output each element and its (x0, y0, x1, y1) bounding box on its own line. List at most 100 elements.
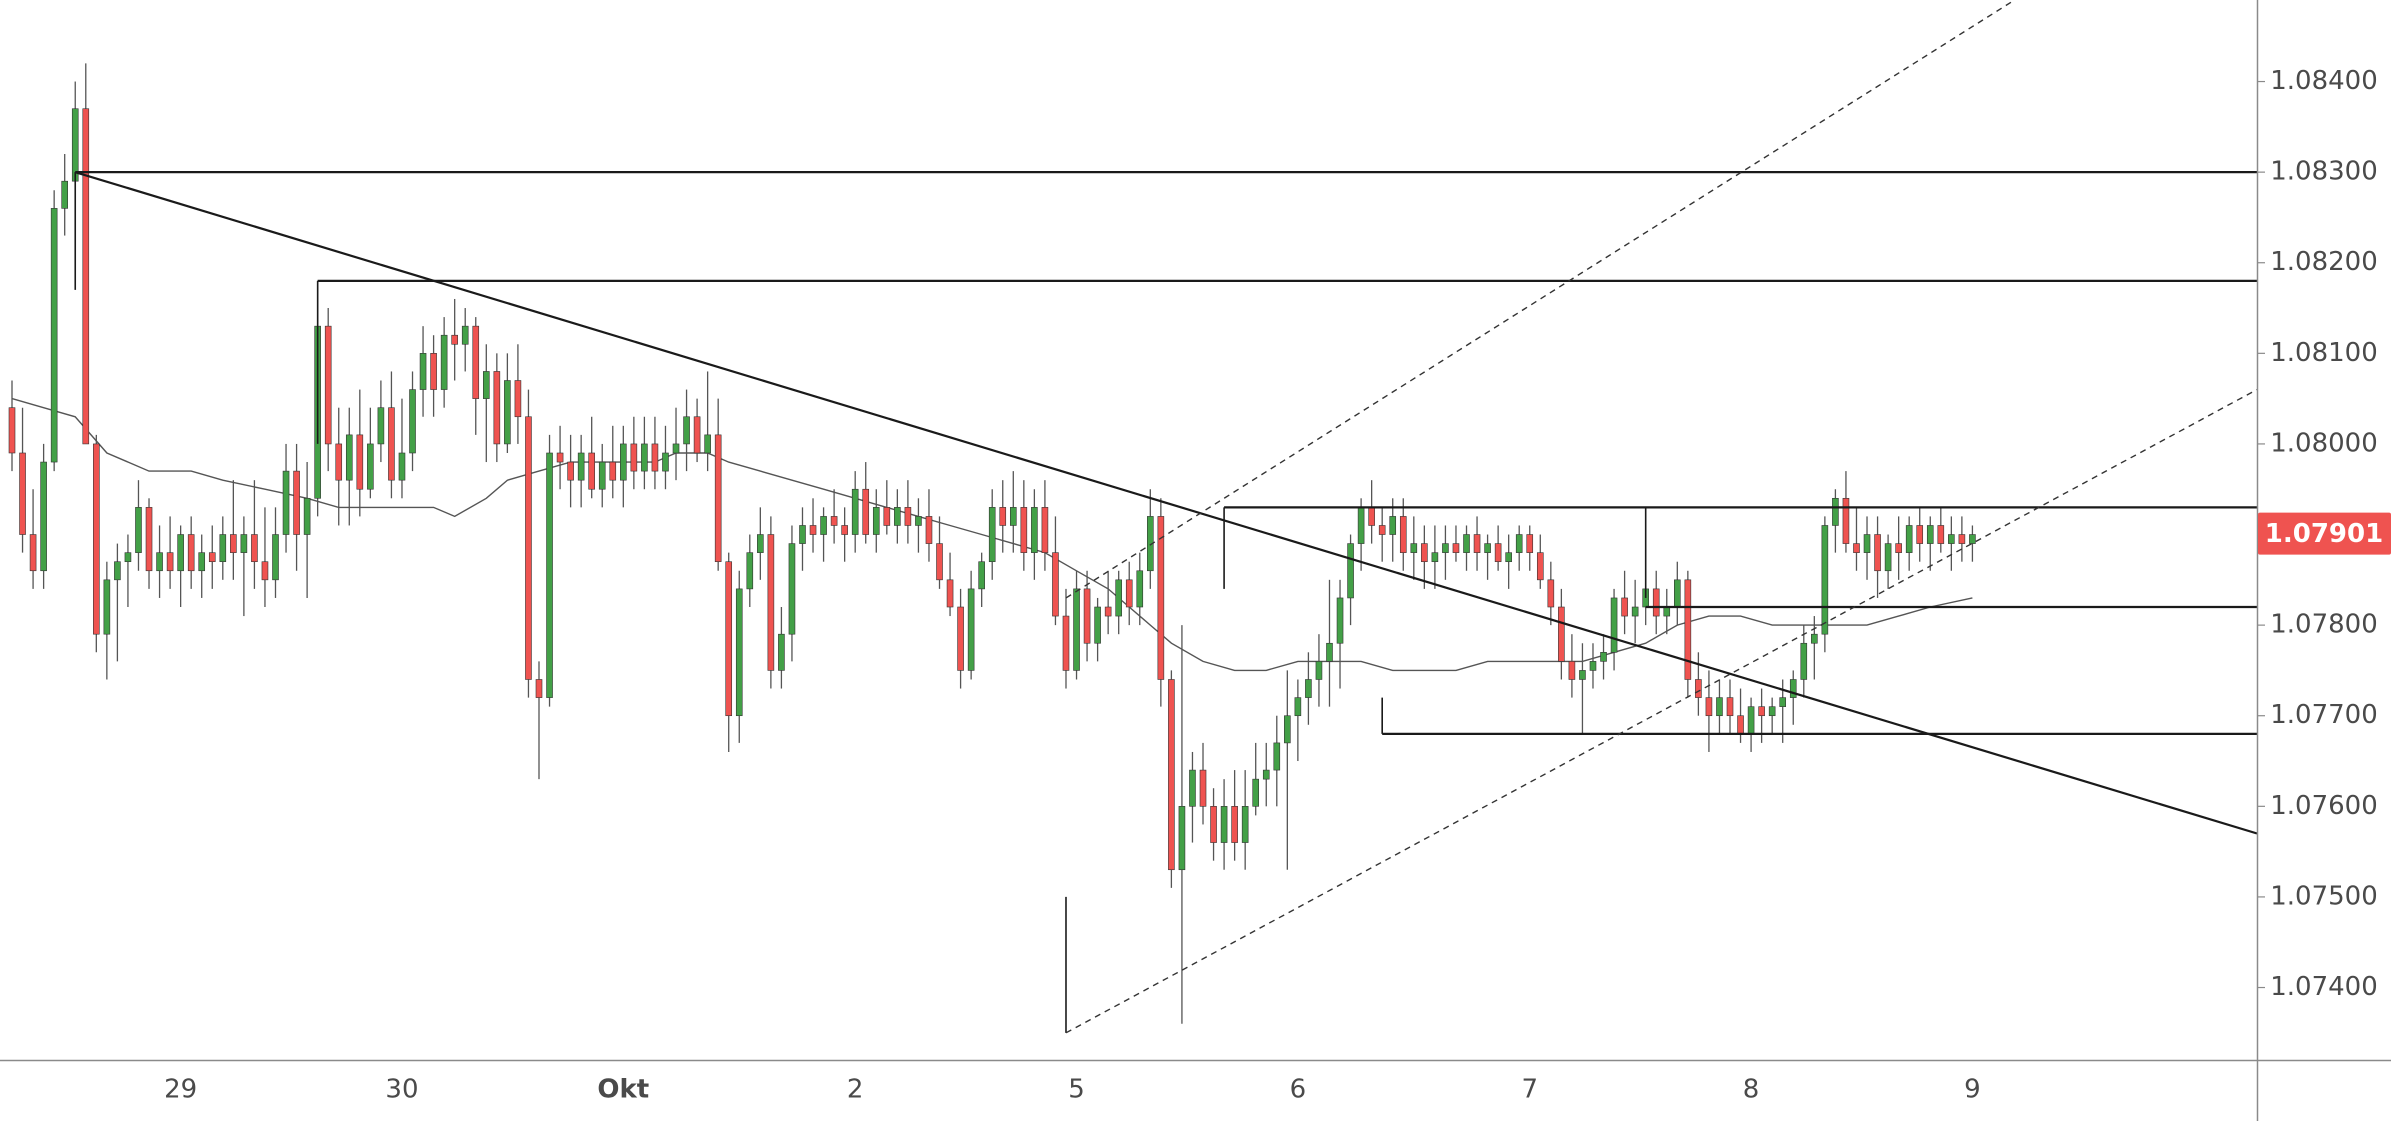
candle (820, 507, 827, 562)
candle-body (261, 561, 269, 581)
candle (8, 380, 16, 472)
time-axis[interactable]: 29 30 Okt 2 5 6 7 8 9 (164, 1075, 1981, 1105)
candle-body (683, 416, 690, 445)
time-tick-label: 6 (1290, 1075, 1307, 1105)
candle (219, 516, 227, 580)
candle (662, 425, 669, 490)
candle-body (1389, 516, 1397, 535)
candle-body (767, 534, 775, 671)
candle (725, 552, 733, 752)
candle-body (999, 507, 1007, 526)
candle (988, 489, 996, 580)
candle-body (187, 534, 195, 572)
candle (1389, 498, 1397, 562)
candle-body (1558, 606, 1565, 662)
candle-body (1758, 706, 1765, 717)
candle (1431, 525, 1439, 589)
price-tick-label: 1.08000 (2270, 428, 2378, 458)
candle (50, 190, 58, 472)
candle-body (324, 325, 332, 445)
candle-body (693, 416, 701, 454)
candle-body (1674, 579, 1681, 608)
candle-body (1652, 588, 1660, 617)
candle (651, 416, 659, 490)
candle (335, 407, 343, 526)
price-tick-label: 1.07500 (2270, 881, 2378, 911)
candle-body (1789, 679, 1797, 698)
candle (883, 480, 891, 535)
candle (841, 507, 848, 562)
candle (778, 607, 785, 689)
candle (1811, 616, 1818, 680)
candle-body (240, 534, 248, 553)
candle (29, 489, 37, 589)
candle (356, 389, 364, 517)
candle (1168, 670, 1175, 888)
candle (461, 308, 469, 372)
candle-body (1863, 534, 1871, 553)
candle-body (1874, 534, 1881, 572)
candle (915, 498, 922, 553)
candle-body (915, 516, 922, 526)
candle (1189, 751, 1196, 843)
candle (398, 398, 406, 499)
candle-body (156, 552, 163, 572)
price-axis[interactable]: 1.084001.083001.082001.081001.080001.079… (2257, 66, 2378, 1002)
candle (1547, 561, 1555, 626)
candle-body (1157, 516, 1165, 680)
candle-body (1547, 579, 1555, 608)
candle (799, 507, 806, 571)
candle (1969, 525, 1976, 562)
candle (525, 389, 532, 698)
candle (609, 425, 617, 499)
time-tick-label: 5 (1068, 1075, 1085, 1105)
candle-body (230, 534, 237, 553)
candle-body (967, 588, 975, 671)
candle-body (1463, 534, 1470, 553)
candle (577, 434, 585, 508)
candle-body (1905, 525, 1913, 553)
candle (1937, 507, 1945, 553)
candle-body (546, 452, 553, 698)
candle-body (345, 434, 353, 481)
candle-body (356, 434, 364, 490)
candle (1568, 634, 1576, 698)
candle (324, 308, 332, 472)
candle-body (1747, 706, 1755, 735)
candle (1579, 643, 1586, 734)
candle (567, 434, 574, 508)
candle-body (1399, 516, 1407, 553)
candle (535, 661, 543, 780)
candle-body (1347, 543, 1354, 599)
candle (1136, 552, 1144, 626)
candle (440, 317, 448, 408)
candle (1695, 652, 1702, 716)
candle-body (93, 443, 100, 635)
candle (1589, 643, 1597, 689)
candle (1326, 579, 1333, 707)
candle-body (1684, 579, 1692, 680)
candle (514, 344, 522, 444)
time-tick-label: Okt (597, 1075, 649, 1105)
candle-body (1378, 525, 1386, 535)
candle-body (40, 461, 47, 572)
price-tick-label: 1.08400 (2270, 66, 2378, 96)
candle (936, 516, 943, 589)
candle-body (714, 434, 722, 563)
candle-body (799, 525, 806, 544)
plot-area[interactable] (8, 0, 2257, 1034)
candle (1652, 570, 1660, 635)
candle-body (1926, 525, 1934, 544)
candle-body (282, 470, 290, 535)
candle (546, 434, 553, 707)
candle (1926, 516, 1934, 571)
candle (641, 416, 648, 490)
candle (114, 543, 121, 662)
candle (1895, 516, 1902, 580)
candle (978, 552, 985, 608)
candle (1684, 570, 1692, 698)
